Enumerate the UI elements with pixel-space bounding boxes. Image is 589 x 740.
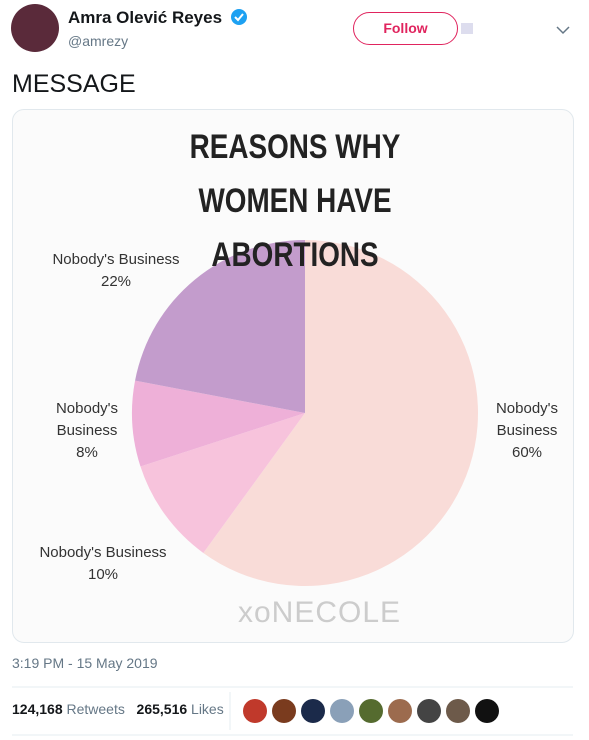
avatar[interactable] [11, 4, 59, 52]
slice-value: 8% [76, 444, 98, 461]
slice-category: Nobody's Business [52, 251, 180, 268]
slice-label: Nobody's Business 10% [18, 542, 188, 586]
slice-label: Nobody's Business 60% [487, 398, 567, 464]
liker-avatar[interactable] [475, 699, 499, 723]
check [234, 13, 244, 22]
slice-label: Nobody's Business 8% [47, 398, 127, 464]
liker-avatar[interactable] [243, 699, 267, 723]
slice-value: 22% [100, 273, 132, 290]
like-count[interactable]: 265,516 [136, 701, 188, 717]
stats: 124,168 Retweets 265,516 Likes [12, 701, 224, 717]
pie-slice [132, 380, 305, 467]
liker-avatar[interactable] [359, 699, 383, 723]
pie-slice [140, 413, 305, 553]
tweet-text: MESSAGE [12, 70, 136, 98]
slice-category: Nobody's Business [495, 400, 559, 439]
like-label: Likes [191, 701, 224, 717]
retweet-count[interactable]: 124,168 [12, 701, 63, 717]
icon [461, 23, 473, 34]
slice-value: 60% [511, 444, 543, 461]
slice-label: Nobody's Business 22% [31, 249, 201, 293]
slice-category: Nobody's Business [55, 400, 119, 439]
user-name[interactable]: Amra Olević Reyes [68, 8, 223, 27]
liker-avatar[interactable] [388, 699, 412, 723]
timestamp[interactable]: 3:19 PM - 15 May 2019 [12, 655, 158, 671]
liker-avatar[interactable] [301, 699, 325, 723]
verified-badge [231, 9, 247, 25]
liker-avatar[interactable] [272, 699, 296, 723]
slice-category: Nobody's Business [39, 544, 167, 561]
retweet-label: Retweets [66, 701, 125, 717]
liker-avatar[interactable] [417, 699, 441, 723]
chevron[interactable] [556, 26, 570, 35]
liker-avatar[interactable] [446, 699, 470, 723]
pie-slice [135, 240, 305, 413]
follow-button[interactable]: Follow [353, 12, 458, 45]
chart-title: REASONS WHY WOMEN HAVE ABORTIONS [189, 128, 401, 274]
pie-slice [203, 240, 478, 586]
slice-value: 10% [87, 566, 119, 583]
liker-avatar[interactable] [330, 699, 354, 723]
watermark: xoNECOLE [238, 596, 402, 629]
user-handle[interactable]: @amrezy [68, 33, 129, 49]
